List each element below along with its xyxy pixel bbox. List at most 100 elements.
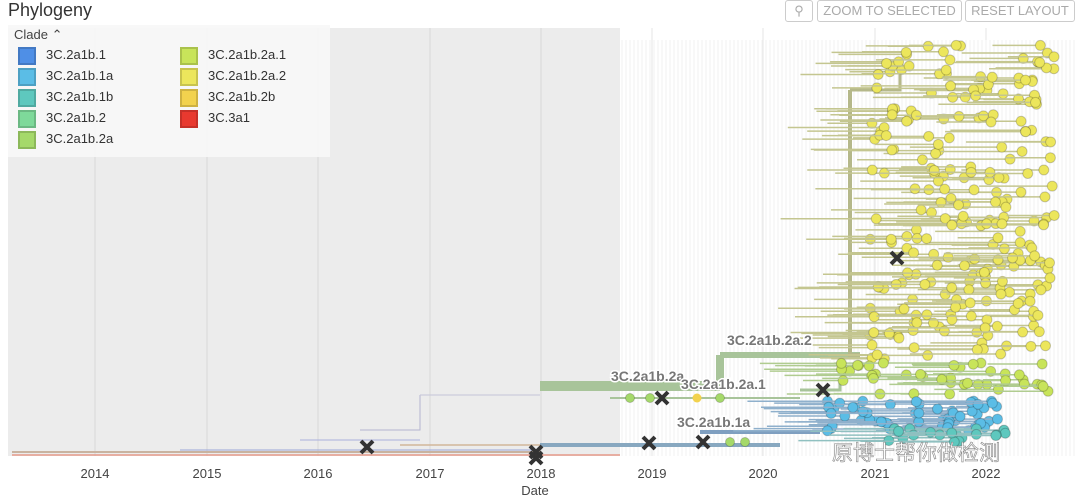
mutation-marker <box>359 439 375 455</box>
tip <box>870 213 882 225</box>
legend-label[interactable]: 3C.2a1b.2a <box>46 131 114 146</box>
legend-label[interactable]: 3C.2a1b.2 <box>46 110 106 125</box>
legend-swatch[interactable] <box>18 131 36 149</box>
x-tick-label: 2017 <box>416 466 445 481</box>
tip <box>866 339 878 351</box>
x-tick-label: 2020 <box>749 466 778 481</box>
tip <box>1036 358 1048 370</box>
tip <box>914 368 926 380</box>
legend-label[interactable]: 3C.2a1b.1a <box>46 68 114 83</box>
tip <box>932 138 944 150</box>
tip <box>1048 210 1060 222</box>
tip <box>1034 39 1046 51</box>
tip <box>1006 252 1018 264</box>
tip <box>1013 369 1025 381</box>
x-tick-label: 2022 <box>972 466 1001 481</box>
reset-button[interactable]: RESET LAYOUT <box>965 0 1075 22</box>
tip <box>837 374 849 386</box>
tip <box>1000 375 1012 387</box>
tip <box>996 218 1008 230</box>
tip <box>943 132 955 144</box>
tip <box>999 427 1011 439</box>
tip <box>1020 126 1032 138</box>
x-tick-label: 2014 <box>81 466 110 481</box>
tip <box>990 430 1002 442</box>
tip <box>913 407 925 419</box>
tip <box>867 372 879 384</box>
tip <box>1035 284 1047 296</box>
tip <box>937 46 949 58</box>
legend-swatch[interactable] <box>180 110 198 128</box>
tip <box>1040 340 1052 352</box>
tip <box>1038 219 1050 231</box>
tip <box>965 166 977 178</box>
tip <box>959 91 971 103</box>
tip <box>1034 56 1046 68</box>
tip <box>1004 153 1016 165</box>
legend-label[interactable]: 3C.2a1b.1 <box>46 47 106 62</box>
tip <box>995 348 1007 360</box>
tip <box>932 175 944 187</box>
legend-swatch[interactable] <box>18 68 36 86</box>
tip <box>1020 74 1032 86</box>
x-tick-label: 2018 <box>527 466 556 481</box>
legend-swatch[interactable] <box>18 47 36 65</box>
tip <box>928 164 940 176</box>
tip <box>908 247 920 259</box>
tip <box>901 115 913 127</box>
zoom-icon[interactable]: ⚲ <box>785 0 813 22</box>
tip <box>944 54 956 66</box>
legend-label[interactable]: 3C.2a1b.2a.2 <box>208 68 287 83</box>
tip <box>953 199 965 211</box>
clade-label: 3C.2a1b.1a <box>677 414 750 430</box>
tip <box>852 359 864 371</box>
tip <box>963 284 975 296</box>
tip <box>715 393 725 403</box>
legend-swatch[interactable] <box>18 89 36 107</box>
tip <box>1029 250 1041 262</box>
tip <box>857 406 869 418</box>
tip <box>1015 186 1027 198</box>
legend-swatch[interactable] <box>180 47 198 65</box>
tip <box>915 204 927 216</box>
mutation-marker <box>695 434 711 450</box>
legend-label[interactable]: 3C.2a1b.2a.1 <box>208 47 287 62</box>
tip <box>1000 201 1012 213</box>
tip <box>900 46 912 58</box>
zoom-button[interactable]: ZOOM TO SELECTED <box>817 0 962 22</box>
tip <box>1033 326 1045 338</box>
tip <box>834 397 846 409</box>
tip <box>625 393 635 403</box>
tip <box>886 109 898 121</box>
legend-label[interactable]: 3C.3a1 <box>208 110 250 125</box>
tip <box>1014 225 1026 237</box>
tip <box>1045 136 1057 148</box>
tip <box>946 314 958 326</box>
tip <box>1014 237 1026 249</box>
tip <box>954 410 966 422</box>
legend-label[interactable]: 3C.2a1b.1b <box>46 89 114 104</box>
legend-swatch[interactable] <box>180 89 198 107</box>
tip <box>986 397 998 409</box>
clade-label: 3C.2a1b.2a.2 <box>727 332 812 348</box>
tip <box>921 233 933 245</box>
tip <box>1040 62 1052 74</box>
legend-label[interactable]: 3C.2a1b.2b <box>208 89 276 104</box>
legend-swatch[interactable] <box>18 110 36 128</box>
legend-swatch[interactable] <box>180 68 198 86</box>
tip <box>835 357 847 369</box>
tip <box>946 219 958 231</box>
tip <box>880 130 892 142</box>
tip <box>868 327 880 339</box>
tip <box>939 183 951 195</box>
tip <box>1024 295 1036 307</box>
tip <box>991 320 1003 332</box>
tip <box>1016 145 1028 157</box>
tip <box>957 210 969 222</box>
mutation-marker <box>641 435 657 451</box>
tip <box>996 141 1008 153</box>
tip <box>893 56 905 68</box>
tip <box>847 401 859 413</box>
tip <box>903 60 915 72</box>
legend-title[interactable]: Clade ⌃ <box>14 27 63 42</box>
